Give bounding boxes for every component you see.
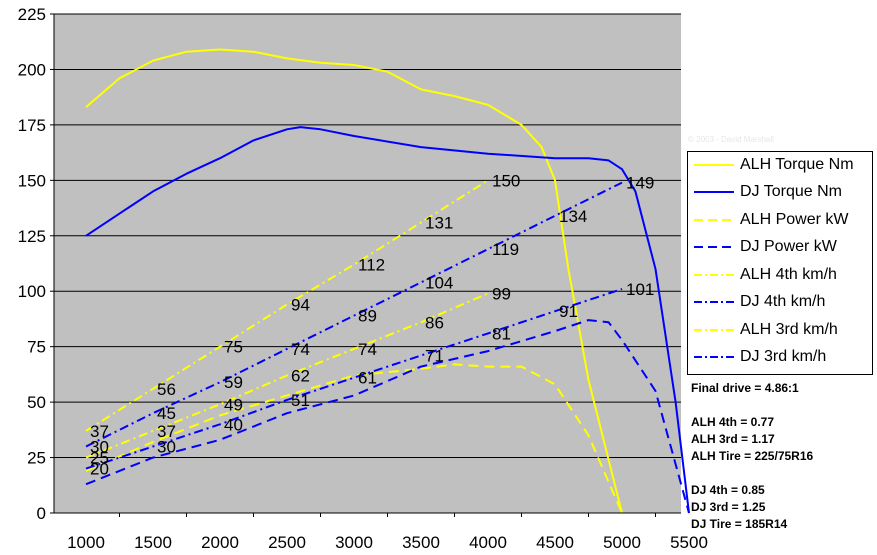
legend-label: ALH 3rd km/h [740, 321, 838, 338]
series-line [85, 181, 623, 448]
x-tick-label: 3500 [402, 533, 440, 552]
data-label: 49 [224, 395, 243, 414]
x-tick-label: 2500 [268, 533, 306, 552]
legend-line-swatch [694, 191, 734, 193]
legend-line-swatch [694, 246, 734, 248]
data-label: 149 [626, 174, 654, 193]
data-label: 91 [559, 302, 578, 321]
y-tick-label: 175 [18, 116, 46, 135]
y-tick-label: 100 [18, 282, 46, 301]
data-label: 89 [358, 307, 377, 326]
data-label: 56 [157, 380, 176, 399]
data-label: 150 [492, 171, 520, 190]
legend-line-swatch [694, 301, 734, 303]
data-label: 74 [291, 340, 310, 359]
final-drive-note: Final drive = 4.86:1 [691, 381, 799, 395]
data-label: 134 [559, 207, 587, 226]
series-line [85, 126, 690, 514]
legend-item-alh-3rd: ALH 3rd km/h [694, 317, 838, 343]
legend-item-dj-4th: DJ 4th km/h [694, 289, 825, 315]
y-tick-label: 0 [37, 504, 46, 523]
data-label: 37 [157, 422, 176, 441]
legend-line-swatch [694, 219, 734, 221]
data-label: 112 [358, 256, 385, 275]
x-tick-label: 2000 [201, 533, 239, 552]
data-label: 75 [224, 338, 243, 357]
data-label: 81 [492, 324, 511, 343]
legend-label: DJ Power kW [740, 238, 837, 255]
data-label: 40 [224, 415, 243, 434]
alh-4th-note: ALH 4th = 0.77 [691, 415, 775, 429]
data-label: 30 [157, 437, 176, 456]
x-tick-label: 3000 [335, 533, 373, 552]
dj-4th-note: DJ 4th = 0.85 [691, 483, 765, 497]
data-label: 71 [425, 347, 444, 366]
alh-tire-note: ALH Tire = 225/75R16 [691, 449, 814, 463]
y-tick-label: 75 [27, 338, 46, 357]
legend-line-swatch [694, 329, 734, 331]
data-label: 62 [291, 366, 310, 385]
legend-label: DJ 4th km/h [740, 293, 826, 310]
series-lines [85, 48, 690, 514]
data-label: 94 [291, 296, 310, 315]
legend-label: ALH 4th km/h [740, 266, 837, 283]
legend-item-dj-power: DJ Power kW [694, 234, 837, 260]
x-tick-label: 4500 [536, 533, 574, 552]
legend-label: DJ 3rd km/h [740, 348, 827, 365]
data-label: 51 [291, 391, 310, 410]
axes: 0 25 50 75 100 125 150 175 200 225 1000 1500 2000 250… [18, 5, 708, 552]
legend-item-alh-4th: ALH 4th km/h [694, 262, 837, 288]
legend-item-alh-power: ALH Power kW [694, 207, 848, 233]
y-tick-label: 50 [27, 393, 46, 412]
data-label: 101 [626, 280, 654, 299]
legend-line-swatch [694, 356, 734, 358]
gridlines [54, 13, 681, 514]
y-tick-label: 125 [18, 227, 46, 246]
series-line [85, 363, 623, 514]
data-labels: 3730252056453730755949409474625111289746… [90, 171, 654, 478]
data-label: 20 [90, 460, 109, 479]
x-tick-label: 5000 [603, 533, 641, 552]
legend-label: ALH Power kW [740, 211, 849, 228]
data-label: 45 [157, 404, 176, 423]
data-label: 99 [492, 284, 511, 303]
y-tick-label: 200 [18, 60, 46, 79]
data-label: 30 [90, 437, 109, 456]
dj-tire-note: DJ Tire = 185R14 [691, 517, 788, 531]
data-label: 37 [90, 422, 109, 441]
data-label: 104 [425, 273, 453, 292]
legend: ALH Torque Nm DJ Torque Nm ALH Power kW … [687, 151, 873, 375]
x-tick-label: 1500 [134, 533, 172, 552]
y-tick-label: 225 [18, 5, 46, 24]
y-tick-label: 25 [27, 449, 46, 468]
y-tick-label: 150 [18, 171, 46, 190]
data-label: 74 [358, 340, 377, 359]
x-tick-label: 5500 [670, 533, 708, 552]
plot-area [54, 14, 681, 513]
data-label: 86 [425, 313, 444, 332]
legend-label: DJ Torque Nm [740, 183, 842, 200]
series-line [85, 48, 623, 514]
legend-line-swatch [694, 274, 734, 276]
series-line [85, 292, 489, 459]
data-label: 25 [90, 449, 109, 468]
series-line [85, 319, 690, 514]
dj-3rd-note: DJ 3rd = 1.25 [691, 500, 766, 514]
data-label: 131 [425, 213, 453, 232]
legend-label: ALH Torque Nm [740, 156, 854, 173]
gearing-notes: Final drive = 4.86:1 ALH 4th = 0.77 ALH … [691, 380, 813, 533]
series-line [85, 179, 489, 432]
x-tick-label: 4000 [469, 533, 507, 552]
legend-item-dj-torque: DJ Torque Nm [694, 179, 842, 205]
legend-line-swatch [694, 164, 734, 166]
x-tick-label: 1000 [67, 533, 105, 552]
data-label: 59 [224, 373, 243, 392]
copyright-text: © 2003 - David Marshall [688, 135, 774, 144]
data-label: 61 [358, 369, 377, 388]
legend-item-dj-3rd: DJ 3rd km/h [694, 344, 826, 370]
alh-3rd-note: ALH 3rd = 1.17 [691, 432, 775, 446]
legend-item-alh-torque: ALH Torque Nm [694, 152, 854, 178]
data-label: 119 [492, 240, 519, 259]
